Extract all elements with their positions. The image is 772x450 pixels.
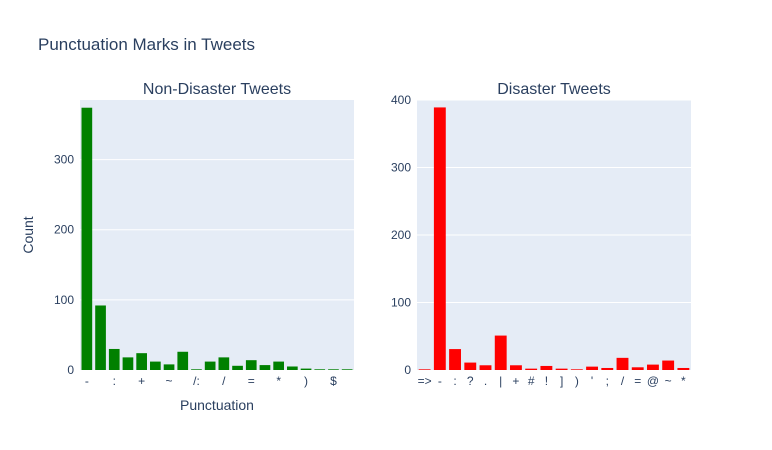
x-tick-label: * bbox=[276, 374, 281, 388]
left-subplot: 0 100 200 300 -: + ~ /: / = *) $ bbox=[54, 100, 354, 388]
bar-| bbox=[259, 365, 271, 370]
left-subplot-title: Non-Disaster Tweets bbox=[143, 81, 291, 98]
bar-& bbox=[341, 369, 353, 370]
bar-. bbox=[479, 365, 492, 370]
bar-* bbox=[273, 361, 284, 370]
x-tick-label: . bbox=[484, 374, 487, 388]
bar-! bbox=[177, 351, 189, 370]
x-tick-label: ] bbox=[560, 374, 563, 388]
x-tick-label: ! bbox=[545, 374, 548, 388]
bar-; bbox=[204, 361, 216, 370]
x-tick-label: @ bbox=[647, 374, 659, 388]
bar-# bbox=[150, 361, 161, 370]
x-tick-label: / bbox=[621, 374, 625, 388]
bar-/ bbox=[218, 357, 230, 370]
bar-- bbox=[433, 107, 446, 371]
y-tick-label: 400 bbox=[391, 93, 411, 107]
bar-_ bbox=[232, 365, 243, 370]
y-tick-label: 200 bbox=[54, 223, 74, 237]
bar-: bbox=[449, 349, 461, 370]
x-tick-label: ) bbox=[575, 374, 579, 388]
left-x-axis-title: Punctuation bbox=[180, 397, 254, 413]
y-tick-label: 100 bbox=[391, 296, 411, 310]
y-tick-label: 100 bbox=[54, 293, 74, 307]
x-tick-label: ) bbox=[304, 374, 308, 388]
y-tick-label: 200 bbox=[391, 228, 411, 242]
x-tick-label: : bbox=[453, 374, 456, 388]
bar-~ bbox=[662, 360, 675, 370]
bar-[ bbox=[314, 369, 326, 370]
x-tick-label: - bbox=[438, 374, 442, 388]
bar-) bbox=[570, 369, 583, 370]
x-tick-label: + bbox=[512, 374, 519, 388]
y-tick-label: 0 bbox=[67, 363, 74, 377]
bar-=> bbox=[418, 369, 431, 370]
bar-| bbox=[494, 335, 507, 370]
x-tick-label: - bbox=[85, 374, 89, 388]
bar-@ bbox=[647, 364, 659, 370]
bar-' bbox=[586, 366, 598, 370]
x-tick-label: # bbox=[528, 374, 535, 388]
bar-* bbox=[677, 367, 690, 370]
bar-? bbox=[122, 357, 134, 370]
y-tick-label: 0 bbox=[404, 363, 411, 377]
x-tick-label: $ bbox=[330, 374, 337, 388]
x-tick-label: ; bbox=[606, 374, 609, 388]
x-tick-label: ? bbox=[467, 374, 474, 388]
x-tick-label: = bbox=[634, 374, 641, 388]
bar-+ bbox=[136, 353, 147, 370]
right-subplot-title: Disaster Tweets bbox=[497, 81, 611, 98]
bar-: bbox=[108, 348, 120, 370]
x-tick-label: ' bbox=[591, 374, 593, 388]
x-tick-label: + bbox=[138, 374, 145, 388]
bar-/ bbox=[616, 357, 629, 370]
y-tick-label: 300 bbox=[391, 161, 411, 175]
x-tick-label: ~ bbox=[665, 374, 672, 388]
bar-; bbox=[601, 367, 614, 370]
x-tick-label: : bbox=[113, 374, 116, 388]
x-tick-label: / bbox=[222, 374, 226, 388]
bar-# bbox=[525, 368, 538, 370]
right-subplot: 0 100 200 300 400 => -:?. | + #!]) '; / = @ ~ * bbox=[391, 93, 691, 388]
y-axis-title: Count bbox=[20, 216, 36, 253]
chart-title: Punctuation Marks in Tweets bbox=[38, 35, 255, 54]
x-tick-label: /: bbox=[193, 374, 200, 388]
bar-] bbox=[287, 366, 298, 370]
bar-~ bbox=[163, 364, 175, 370]
bar-$ bbox=[328, 369, 339, 370]
x-tick-label: => bbox=[418, 374, 432, 388]
bar-/: bbox=[191, 369, 202, 370]
bar-] bbox=[555, 368, 568, 370]
bar-? bbox=[464, 362, 477, 370]
bar-) bbox=[300, 368, 312, 370]
bar-' bbox=[95, 305, 106, 370]
y-tick-label: 300 bbox=[54, 153, 74, 167]
bar-= bbox=[245, 360, 257, 370]
bar-+ bbox=[510, 365, 522, 370]
x-tick-label: ~ bbox=[166, 374, 173, 388]
bar-= bbox=[631, 367, 644, 370]
bar-- bbox=[81, 107, 93, 370]
x-tick-label: | bbox=[499, 374, 502, 388]
bar-! bbox=[540, 365, 553, 370]
x-tick-label: = bbox=[248, 374, 255, 388]
plot-background bbox=[80, 100, 354, 370]
x-tick-label: * bbox=[681, 374, 686, 388]
